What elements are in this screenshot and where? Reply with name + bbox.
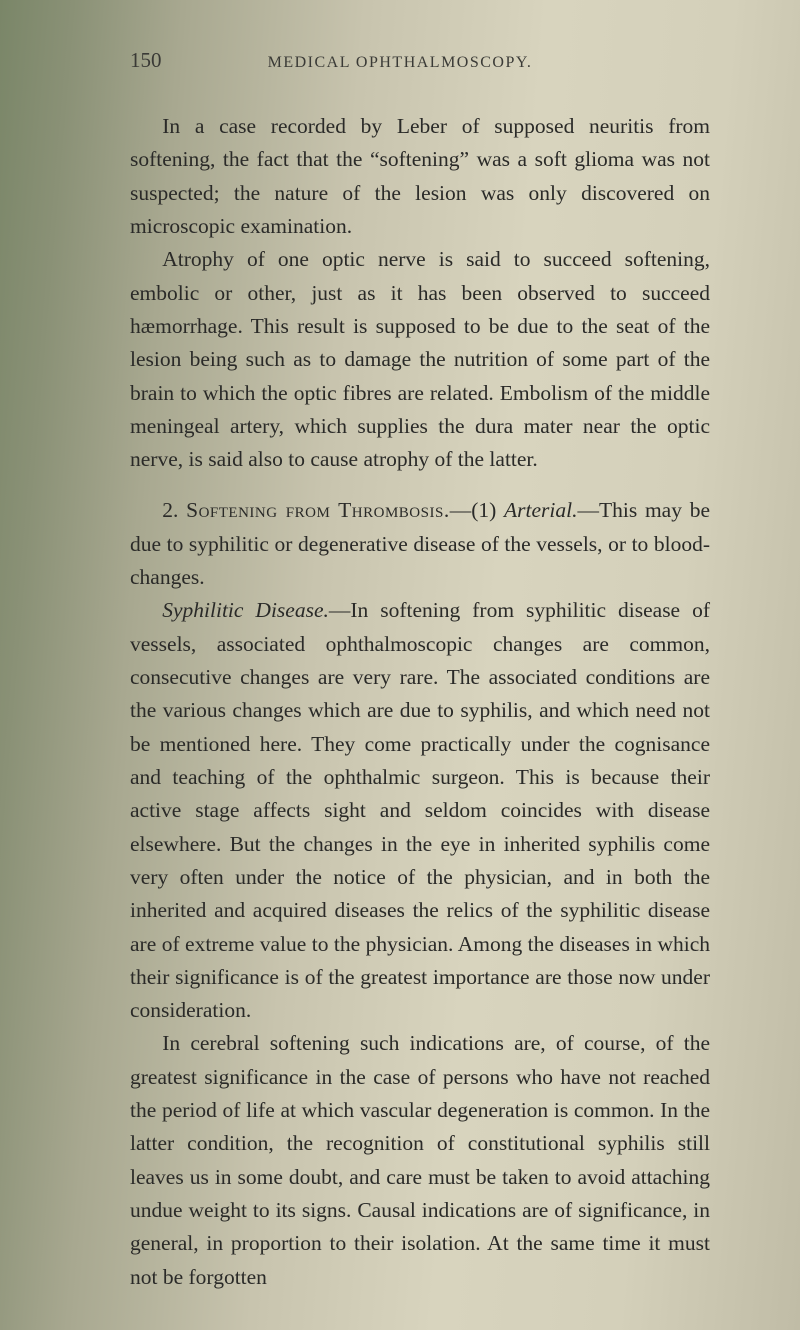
paragraph: In a case recorded by Leber of supposed … xyxy=(130,110,710,243)
text-run: Atrophy of one optic nerve is said to su… xyxy=(130,247,710,471)
text-run: —In softening from syphilitic disease of… xyxy=(130,598,710,1022)
text-run: In a case recorded by Leber of supposed … xyxy=(130,114,710,238)
running-head: MEDICAL OPHTHALMOSCOPY. xyxy=(60,54,740,72)
text-run: Syphilitic Disease. xyxy=(162,598,329,622)
text-run: Arterial. xyxy=(504,498,577,522)
paragraph: In cerebral softening such indications a… xyxy=(130,1027,710,1294)
paragraph: Atrophy of one optic nerve is said to su… xyxy=(130,243,710,476)
paragraph: Syphilitic Disease.—In softening from sy… xyxy=(130,594,710,1027)
text-run: In cerebral softening such indications a… xyxy=(130,1031,710,1288)
text-run: 2. xyxy=(162,498,186,522)
paragraph: 2. Softening from Thrombosis.—(1) Arteri… xyxy=(130,494,710,594)
body-text: In a case recorded by Leber of supposed … xyxy=(130,110,710,1294)
text-run: —(1) xyxy=(450,498,504,522)
text-run: Softening from Thrombosis. xyxy=(186,498,450,522)
page: 150 MEDICAL OPHTHALMOSCOPY. In a case re… xyxy=(60,30,740,1300)
